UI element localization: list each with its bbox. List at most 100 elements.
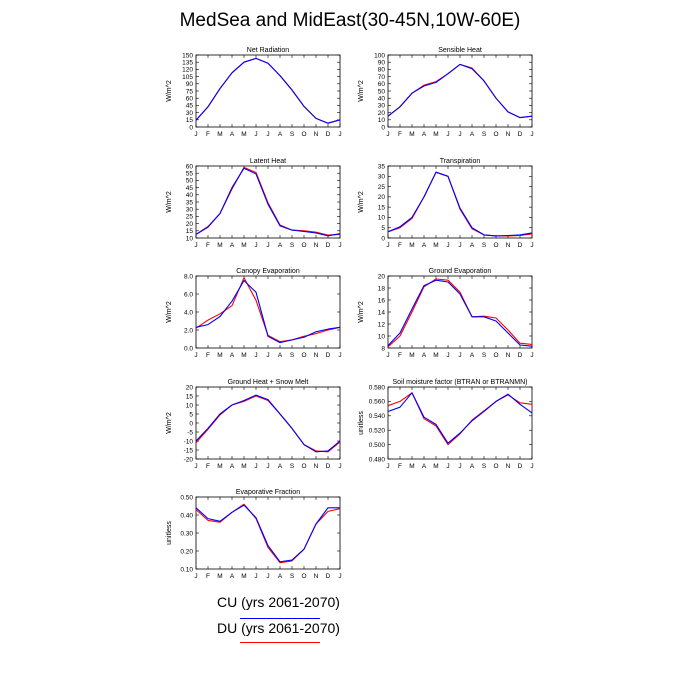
y-tick-label: 10 [378,117,386,124]
legend-label-cu: CU (yrs 2061-2070) [217,594,340,610]
x-tick-label: J [266,463,269,470]
chart-title: Sensible Heat [438,47,482,54]
series-line-cu [195,167,341,237]
x-tick-label: A [278,352,283,359]
x-tick-label: J [266,131,269,138]
x-tick-label: J [254,463,257,470]
x-tick-label: J [458,131,461,138]
y-tick-label: 5 [189,411,193,418]
y-tick-label: 6.0 [184,291,193,298]
y-tick-label: 10 [378,215,386,222]
x-tick-label: A [470,242,475,249]
y-tick-label: 135 [182,60,193,67]
chart-title: Net Radiation [247,47,290,54]
x-tick-label: M [217,352,222,359]
x-tick-label: J [386,131,389,138]
y-tick-label: 0 [189,420,193,427]
legend-line-cu [240,618,320,619]
x-tick-label: O [493,352,498,359]
x-tick-label: M [433,352,438,359]
x-tick-label: J [386,242,389,249]
figure-title: MedSea and MidEast(30-45N,10W-60E) [179,10,521,31]
series-line-cu [387,392,533,444]
y-tick-label: 25 [186,214,194,221]
x-tick-label: M [409,131,414,138]
series-line-du [387,278,533,348]
x-tick-label: J [338,352,341,359]
x-tick-label: S [290,463,295,470]
x-tick-label: A [278,573,283,580]
x-tick-label: A [230,573,235,580]
y-tick-label: 0.580 [369,384,386,391]
y-tick-label: 70 [378,74,386,81]
chart-panel-6: Ground Heat + Snow Melt W/m^2 -20 -15 -10 -5 0… [166,379,342,470]
y-tick-label: 30 [186,110,194,117]
x-tick-label: J [386,352,389,359]
plot-frame [195,386,341,460]
x-tick-label: S [290,131,295,138]
x-tick-label: D [326,352,331,359]
plot-frame [195,496,341,570]
x-tick-label: A [278,242,283,249]
x-tick-label: M [433,242,438,249]
series-line-cu [387,279,533,347]
x-tick-label: M [241,463,246,470]
x-tick-label: A [422,463,427,470]
x-tick-label: J [266,573,269,580]
y-tick-label: 120 [182,67,193,74]
y-tick-label: 45 [186,103,194,110]
x-tick-label: A [470,463,475,470]
x-tick-label: O [301,131,306,138]
y-tick-label: 25 [378,184,386,191]
x-tick-label: N [314,463,319,470]
x-tick-label: S [482,463,487,470]
y-tick-label: 0.40 [180,512,193,519]
x-tick-label: J [458,242,461,249]
y-tick-label: 20 [378,273,386,280]
x-tick-label: N [506,131,511,138]
x-tick-label: J [386,463,389,470]
y-tick-label: 10 [186,235,194,242]
x-tick-label: J [338,463,341,470]
x-tick-label: O [493,463,498,470]
x-tick-label: M [409,242,414,249]
legend-line-du [240,642,320,643]
y-tick-label: 40 [378,96,386,103]
y-tick-label: 15 [186,393,194,400]
x-tick-label: N [506,463,511,470]
x-tick-label: J [254,573,257,580]
legend-label-du: DU (yrs 2061-2070) [217,620,340,636]
y-tick-label: 14 [378,309,386,316]
y-tick-label: 2.0 [184,327,193,334]
chart-title: Evaporative Fraction [236,489,300,496]
y-tick-label: 0.540 [369,413,386,420]
x-tick-label: M [217,131,222,138]
series-line-cu [387,63,533,119]
x-tick-label: M [217,573,222,580]
x-tick-label: J [338,573,341,580]
y-tick-label: 20 [186,384,194,391]
x-tick-label: A [422,352,427,359]
series-line-du [387,63,533,119]
y-axis-label: W/m^2 [166,301,173,323]
x-tick-label: S [482,352,487,359]
series-line-du [387,171,533,237]
y-tick-label: 12 [378,321,386,328]
y-tick-label: 10 [378,333,386,340]
y-axis-label: W/m^2 [358,301,365,323]
x-tick-label: D [326,573,331,580]
x-tick-label: O [301,352,306,359]
x-tick-label: N [314,131,319,138]
x-tick-label: M [241,131,246,138]
chart-title: Ground Heat + Snow Melt [228,379,309,386]
chart-panel-1: Sensible Heat W/m^2 0102030405060708090100… [358,47,534,138]
y-tick-label: 0.10 [180,566,193,573]
y-tick-label: 4.0 [184,309,193,316]
y-axis-label: unitless [358,411,365,435]
x-tick-label: F [398,242,402,249]
series-line-cu [195,279,341,344]
y-tick-label: -15 [184,447,194,454]
y-tick-label: 0 [381,124,385,131]
